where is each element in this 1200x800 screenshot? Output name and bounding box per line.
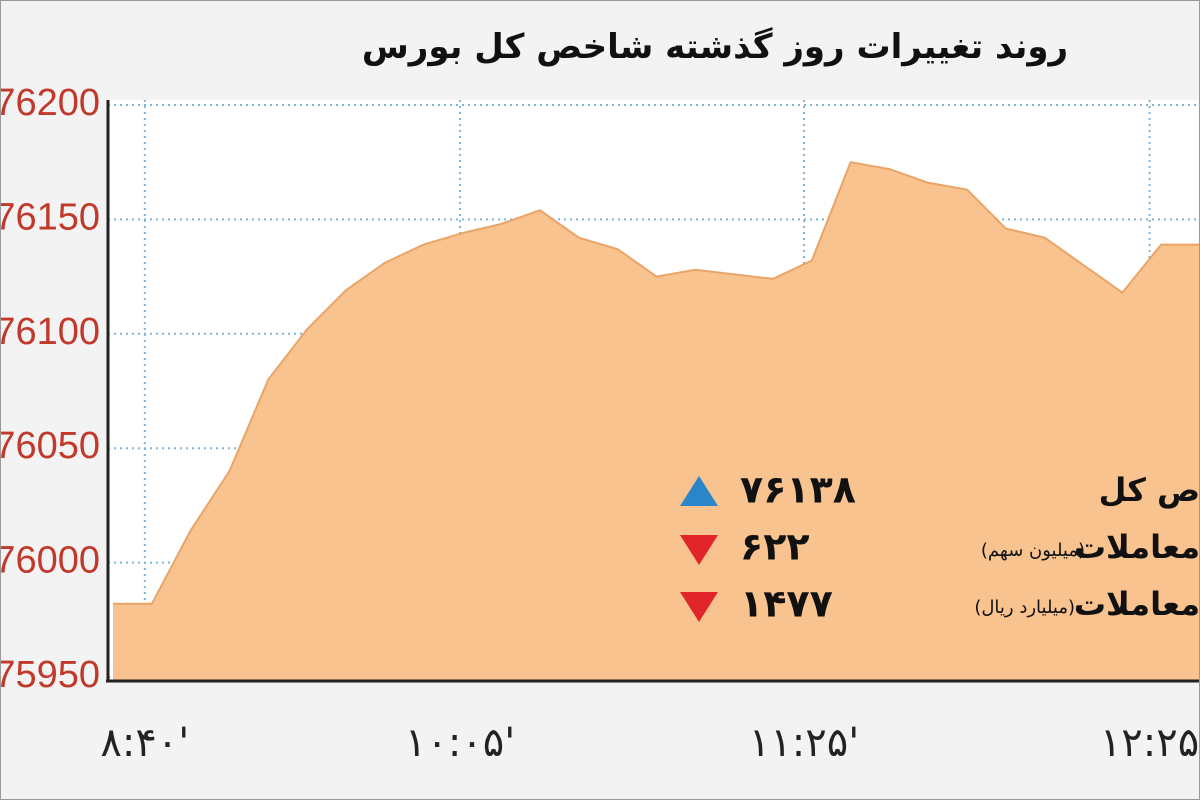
x-tick-label: ۱۱:۲۵' — [749, 720, 859, 766]
y-tick-label: 75950 — [0, 654, 100, 696]
indicator-note: (میلیون سهم) — [981, 540, 1085, 561]
labels: 75950 76000 76050 76100 76150 76200 ۸:۴۰' ۱۰:۰۵… — [0, 82, 1199, 766]
trend-arrow — [680, 476, 718, 506]
indicator-value: ۱۴۷۷ — [740, 582, 833, 626]
y-tick-label: 76150 — [0, 196, 100, 238]
indicator-label: معاملات — [1074, 528, 1200, 566]
indicator-value: ۷۶۱۳۸ — [740, 468, 856, 512]
indicator-label: معاملات — [1074, 585, 1200, 623]
trend-arrow — [680, 592, 718, 622]
chart-title: روند تغییرات روز گذشته شاخص کل بورس — [362, 27, 1068, 67]
plot — [113, 161, 1200, 680]
y-tick-label: 76100 — [0, 311, 100, 353]
x-tick-label: ۸:۴۰' — [100, 720, 189, 766]
y-tick-label: 76000 — [0, 540, 100, 582]
indicator-note: (میلیارد ریال) — [974, 597, 1075, 618]
indicator-value: ۶۲۲ — [740, 525, 810, 569]
area — [113, 162, 1200, 680]
trend-arrow — [680, 535, 718, 565]
x-tick-label: ۱۲:۲۵ — [1100, 720, 1199, 766]
area-line — [113, 161, 1200, 605]
y-tick-label: 76200 — [0, 82, 100, 124]
y-tick-label: 76050 — [0, 425, 100, 467]
x-tick-label: ۱۰:۰۵' — [405, 720, 515, 766]
indicator-label: ص کل — [1099, 471, 1200, 509]
